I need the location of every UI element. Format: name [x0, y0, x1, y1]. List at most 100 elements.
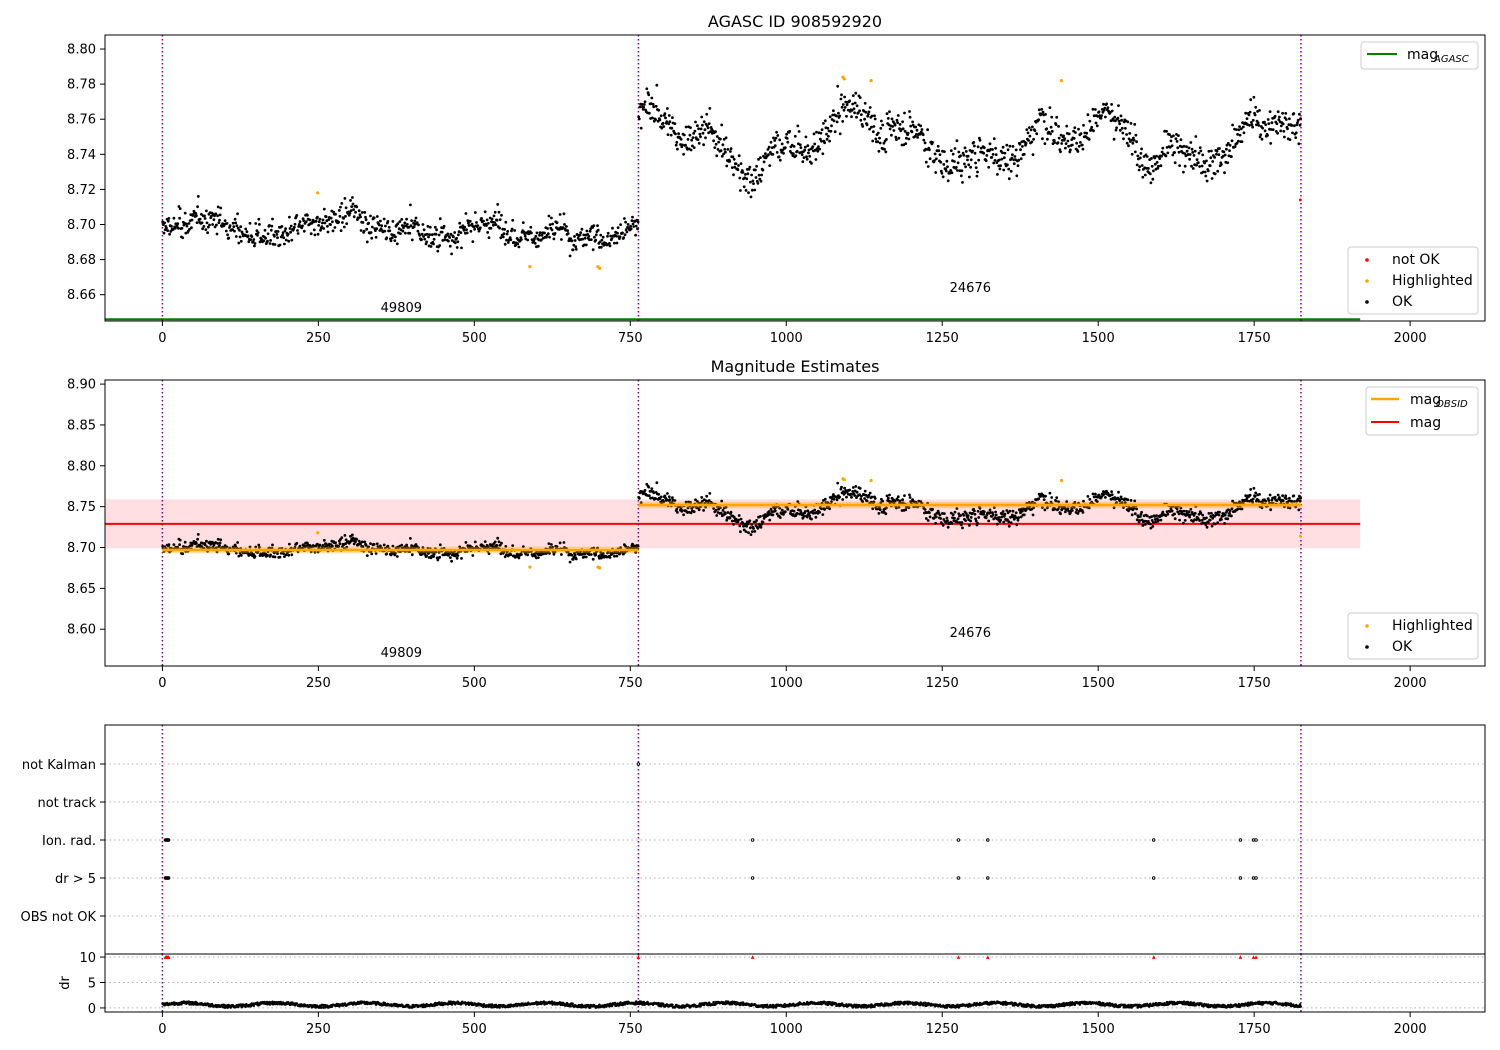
ok-point: [359, 229, 363, 232]
ok-point: [894, 135, 898, 139]
ok-point: [778, 516, 782, 519]
ok-point: [1290, 124, 1294, 127]
ok-point: [415, 221, 419, 225]
ok-point: [215, 546, 218, 550]
ok-point: [761, 168, 765, 172]
ok-point: [1260, 137, 1264, 141]
ok-point: [1260, 506, 1264, 510]
ok-point: [1251, 125, 1254, 129]
ok-point: [1172, 134, 1175, 138]
ok-point: [690, 138, 694, 142]
ok-point: [354, 210, 357, 214]
ok-point: [1278, 496, 1281, 499]
ok-point: [786, 507, 790, 511]
ok-point: [901, 498, 904, 502]
ok-point: [1183, 519, 1187, 522]
ok-point: [1046, 506, 1049, 510]
ok-point: [866, 112, 870, 116]
ok-point: [684, 500, 688, 504]
ok-point: [1294, 136, 1298, 140]
ok-point: [915, 128, 919, 132]
ok-point: [728, 516, 732, 520]
ok-point: [1267, 122, 1271, 125]
ok-point: [750, 530, 754, 533]
ok-point: [1288, 117, 1291, 121]
ok-point: [977, 516, 981, 519]
ok-point: [190, 226, 193, 230]
dr-point: [456, 1000, 460, 1003]
ok-point: [866, 114, 870, 118]
ok-point: [1211, 160, 1215, 163]
ok-point: [1236, 507, 1240, 511]
ok-point: [1206, 521, 1210, 524]
ok-point: [1187, 146, 1191, 150]
ok-point: [861, 500, 865, 504]
ok-point: [631, 222, 635, 226]
ok-point: [344, 214, 347, 218]
ok-point: [460, 246, 463, 250]
ok-point: [616, 226, 620, 230]
ok-point: [1200, 164, 1204, 168]
ok-point: [395, 555, 399, 558]
ok-point: [667, 114, 671, 117]
ok-point: [218, 218, 221, 222]
ok-point: [974, 161, 977, 165]
ok-point: [800, 153, 804, 157]
flag-point: [166, 838, 171, 842]
ok-point: [755, 519, 758, 522]
ok-point: [1019, 157, 1023, 161]
ok-point: [1027, 139, 1030, 142]
ok-point: [792, 145, 796, 148]
ok-point: [896, 498, 899, 502]
flag-point: [750, 876, 755, 880]
ok-point: [244, 227, 248, 231]
highlighted-point: [869, 478, 873, 483]
ok-point: [835, 114, 838, 118]
ok-point: [287, 239, 291, 243]
ok-point: [775, 512, 779, 516]
ok-point: [206, 225, 210, 229]
ok-point: [732, 157, 736, 161]
ok-point: [933, 152, 937, 156]
ok-point: [733, 165, 737, 169]
ok-point: [880, 119, 883, 123]
panel2-xtick-label: 2000: [1394, 676, 1427, 691]
ok-point: [560, 553, 563, 556]
ok-point: [320, 225, 324, 229]
ok-point: [650, 487, 654, 490]
ok-point: [314, 219, 318, 223]
ok-point: [388, 229, 392, 233]
highlighted-point: [598, 566, 602, 570]
ok-point: [1139, 513, 1143, 516]
ok-point: [837, 111, 840, 115]
ok-point: [317, 224, 321, 227]
ok-point: [1045, 501, 1049, 505]
ok-point: [933, 159, 936, 163]
ok-point: [715, 135, 719, 138]
ok-point: [1082, 499, 1085, 503]
ok-point: [1138, 519, 1142, 522]
ok-point: [181, 236, 185, 240]
ok-point: [750, 523, 753, 526]
ok-point: [237, 241, 241, 245]
ok-point: [572, 243, 576, 247]
ok-point: [509, 238, 513, 242]
ok-point: [1195, 158, 1199, 162]
ok-point: [991, 511, 994, 514]
flag-point: [166, 876, 171, 880]
ok-point: [218, 213, 222, 217]
ok-point: [596, 224, 599, 228]
ok-point: [1157, 519, 1160, 522]
ok-point: [456, 554, 460, 557]
ok-point: [692, 510, 696, 514]
ok-point: [1299, 496, 1302, 500]
ok-point: [811, 145, 815, 149]
ok-point: [284, 227, 287, 231]
ok-point: [1003, 512, 1007, 516]
ok-point: [512, 241, 516, 244]
panel2-xtick-label: 1500: [1082, 676, 1115, 691]
ok-point: [273, 551, 276, 555]
ok-point: [1006, 511, 1010, 515]
ok-point: [1233, 145, 1237, 149]
ok-point: [1294, 131, 1298, 135]
